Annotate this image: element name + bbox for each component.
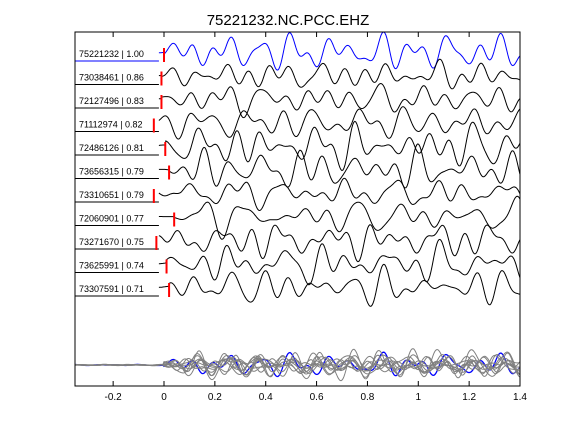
stack-trace-line [74, 349, 521, 378]
x-tick-label: 0 [161, 392, 167, 403]
trace-line [158, 143, 521, 189]
trace-line [158, 238, 521, 286]
trace-label: 73656315 | 0.79 [79, 167, 144, 177]
x-tick-label: 0.8 [360, 392, 374, 403]
trace-line [158, 195, 521, 240]
trace-line [158, 263, 521, 307]
trace-line [158, 58, 521, 90]
trace-line [158, 120, 521, 172]
stack-group [74, 348, 521, 382]
trace-line [158, 31, 521, 71]
trace-label: 73038461 | 0.86 [79, 73, 144, 83]
trace-label: 72060901 | 0.77 [79, 214, 144, 224]
trace-label: 75221232 | 1.00 [79, 49, 144, 59]
x-tick-label: 1.4 [513, 392, 527, 403]
chart-title: 75221232.NC.PCC.EHZ [207, 12, 370, 29]
trace-label: 73625991 | 0.74 [79, 261, 144, 271]
x-tick-label: 0.2 [208, 392, 222, 403]
x-tick-label: 0.4 [259, 392, 273, 403]
traces-group: 75221232 | 1.00 73038461 | 0.86 72127496 |… [75, 31, 521, 307]
plot-area-frame [74, 31, 521, 387]
x-axis: -0.2 0 0.2 0.4 0.6 0.8 1 1.2 1.4 [105, 32, 527, 403]
trace-line [158, 106, 521, 140]
trace-label: 73310651 | 0.79 [79, 190, 144, 200]
x-tick-label: 0.6 [310, 392, 324, 403]
trace-label: 72486126 | 0.81 [79, 143, 144, 153]
x-tick-label: 1.2 [462, 392, 476, 403]
trace-label: 72127496 | 0.83 [79, 96, 144, 106]
trace-label: 73307591 | 0.71 [79, 284, 144, 294]
x-tick-label: 1 [416, 392, 422, 403]
trace-label: 71112974 | 0.82 [79, 120, 143, 130]
x-tick-label: -0.2 [105, 392, 123, 403]
trace-line [158, 82, 521, 119]
trace-line [158, 224, 521, 263]
trace-label: 73271670 | 0.75 [79, 237, 144, 247]
trace-line [158, 177, 521, 212]
